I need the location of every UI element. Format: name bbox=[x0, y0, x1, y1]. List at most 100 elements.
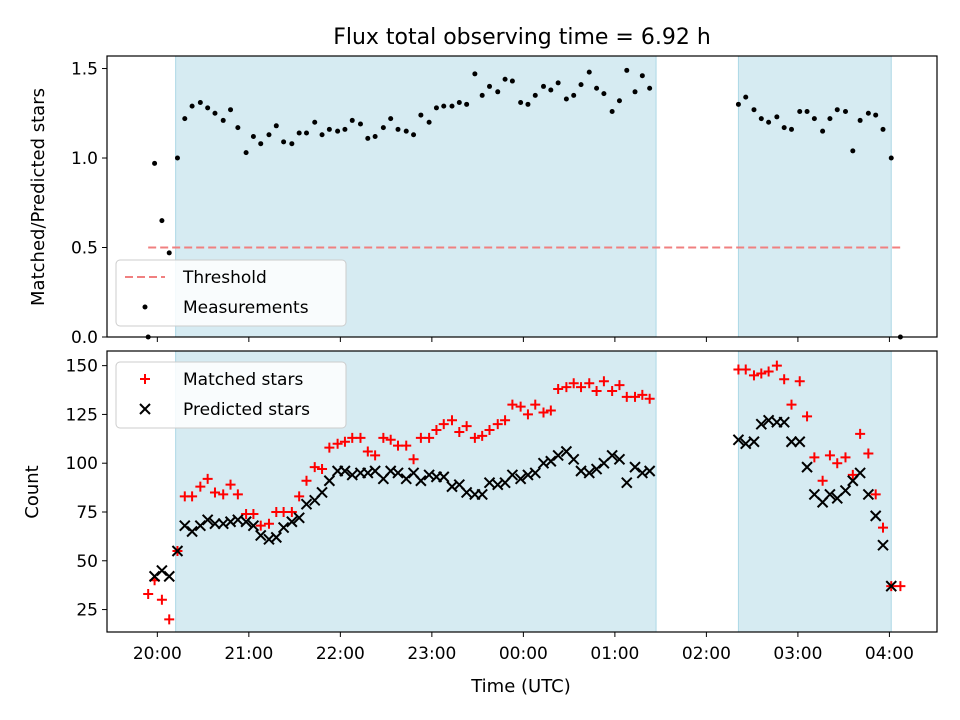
measurement-point bbox=[235, 125, 241, 131]
matched-stars-point bbox=[492, 419, 503, 430]
top-y-axis-label: Matched/Predicted stars bbox=[28, 88, 49, 306]
bottom-y-tick-label: 100 bbox=[66, 454, 98, 474]
predicted-stars-point bbox=[194, 519, 207, 532]
measurement-point bbox=[303, 130, 309, 136]
matched-stars-point bbox=[576, 382, 587, 393]
matched-stars-point bbox=[779, 374, 790, 385]
predicted-stars-point bbox=[438, 471, 450, 483]
matched-stars-point bbox=[484, 425, 495, 436]
measurement-point bbox=[781, 125, 787, 131]
legend-measurements-swatch bbox=[142, 304, 148, 310]
measurement-point bbox=[258, 141, 264, 147]
predicted-stars-point bbox=[346, 469, 358, 481]
predicted-stars-point bbox=[232, 514, 244, 526]
predicted-stars-point bbox=[613, 453, 626, 466]
predicted-stars-point bbox=[643, 465, 656, 477]
x-axis-label: Time (UTC) bbox=[470, 676, 571, 697]
measurement-point bbox=[624, 67, 630, 73]
predicted-stars-point bbox=[583, 467, 595, 479]
matched-stars-point bbox=[771, 360, 782, 371]
matched-stars-point bbox=[225, 479, 236, 490]
matched-stars-point bbox=[895, 581, 906, 592]
predicted-stars-point bbox=[877, 539, 889, 551]
predicted-stars-point bbox=[255, 529, 267, 542]
legend-label: Threshold bbox=[182, 268, 267, 288]
predicted-stars-point bbox=[179, 519, 191, 532]
predicted-stars-point bbox=[629, 461, 641, 473]
measurement-point bbox=[456, 100, 462, 106]
bottom-series-1-points bbox=[148, 414, 897, 592]
legend-matched-swatch bbox=[140, 374, 150, 384]
measurement-point bbox=[758, 116, 764, 122]
matched-stars-point bbox=[370, 450, 381, 461]
predicted-stars-point bbox=[590, 463, 603, 475]
measurement-point bbox=[418, 112, 424, 118]
matched-stars-point bbox=[840, 452, 851, 463]
predicted-stars-point bbox=[506, 469, 519, 481]
predicted-stars-point bbox=[277, 521, 290, 534]
predicted-stars-point bbox=[270, 531, 283, 544]
matched-stars-point bbox=[187, 491, 198, 502]
matched-stars-point bbox=[156, 594, 167, 605]
predicted-stars-point bbox=[156, 564, 168, 577]
measurement-point bbox=[441, 103, 447, 109]
matched-stars-point bbox=[408, 454, 419, 465]
matched-stars-point bbox=[561, 382, 572, 393]
predicted-stars-point bbox=[529, 467, 541, 479]
measurement-point bbox=[586, 69, 592, 75]
matched-stars-point bbox=[454, 426, 465, 437]
predicted-stars-point bbox=[824, 488, 836, 501]
measurement-point bbox=[788, 126, 794, 132]
matched-stars-point bbox=[630, 391, 641, 402]
measurement-point bbox=[174, 155, 180, 161]
bottom-legend: Matched stars Predicted stars bbox=[115, 361, 347, 429]
predicted-stars-point bbox=[392, 467, 404, 479]
measurement-point bbox=[865, 110, 871, 116]
predicted-stars-point bbox=[740, 437, 752, 450]
predicted-stars-point bbox=[567, 453, 580, 466]
bottom-y-tick-label: 125 bbox=[66, 405, 98, 425]
measurement-point bbox=[743, 94, 749, 100]
matched-stars-point bbox=[362, 446, 373, 457]
matched-stars-point bbox=[832, 458, 843, 469]
top-y-tick-label: 0.5 bbox=[71, 239, 98, 259]
matched-stars-point bbox=[530, 399, 541, 410]
x-tick-label: 02:00 bbox=[682, 644, 731, 664]
predicted-stars-point bbox=[862, 488, 875, 501]
measurement-point bbox=[548, 87, 554, 93]
measurement-point bbox=[273, 123, 279, 129]
predicted-stars-point bbox=[514, 473, 527, 485]
measurement-point bbox=[532, 92, 538, 98]
measurement-point bbox=[388, 116, 394, 122]
predicted-stars-point bbox=[483, 477, 496, 489]
bottom-y-axis-label: Count bbox=[22, 465, 43, 518]
legend-label: Measurements bbox=[183, 298, 309, 318]
measurement-point bbox=[487, 83, 493, 89]
predicted-stars-point bbox=[785, 436, 798, 448]
measurement-point bbox=[518, 100, 524, 106]
top-plot-panel: 0.0 0.5 1.0 1.5 Threshold Measurements bbox=[71, 55, 938, 348]
bottom-shaded-span-1 bbox=[738, 351, 892, 632]
predicted-stars-point bbox=[240, 516, 252, 528]
measurement-point bbox=[197, 100, 203, 106]
matched-stars-point bbox=[263, 518, 274, 529]
measurement-point bbox=[751, 107, 757, 113]
measurement-point bbox=[243, 150, 249, 156]
predicted-stars-point bbox=[460, 486, 473, 499]
matched-stars-point bbox=[385, 434, 396, 445]
matched-stars-point bbox=[431, 425, 442, 436]
matched-stars-point bbox=[332, 438, 343, 449]
top-y-tick-label: 1.5 bbox=[71, 60, 98, 80]
matched-stars-point bbox=[809, 452, 820, 463]
chart-title: Flux total observing time = 6.92 h bbox=[333, 25, 711, 50]
measurement-point bbox=[166, 250, 172, 256]
predicted-stars-point bbox=[186, 525, 198, 538]
matched-stars-point bbox=[740, 364, 751, 375]
measurement-point bbox=[735, 101, 741, 107]
measurement-point bbox=[578, 82, 584, 88]
bottom-series-0-points bbox=[143, 360, 906, 625]
predicted-stars-point bbox=[209, 517, 221, 530]
matched-stars-point bbox=[469, 432, 480, 443]
bottom-axes-frame bbox=[106, 350, 938, 633]
